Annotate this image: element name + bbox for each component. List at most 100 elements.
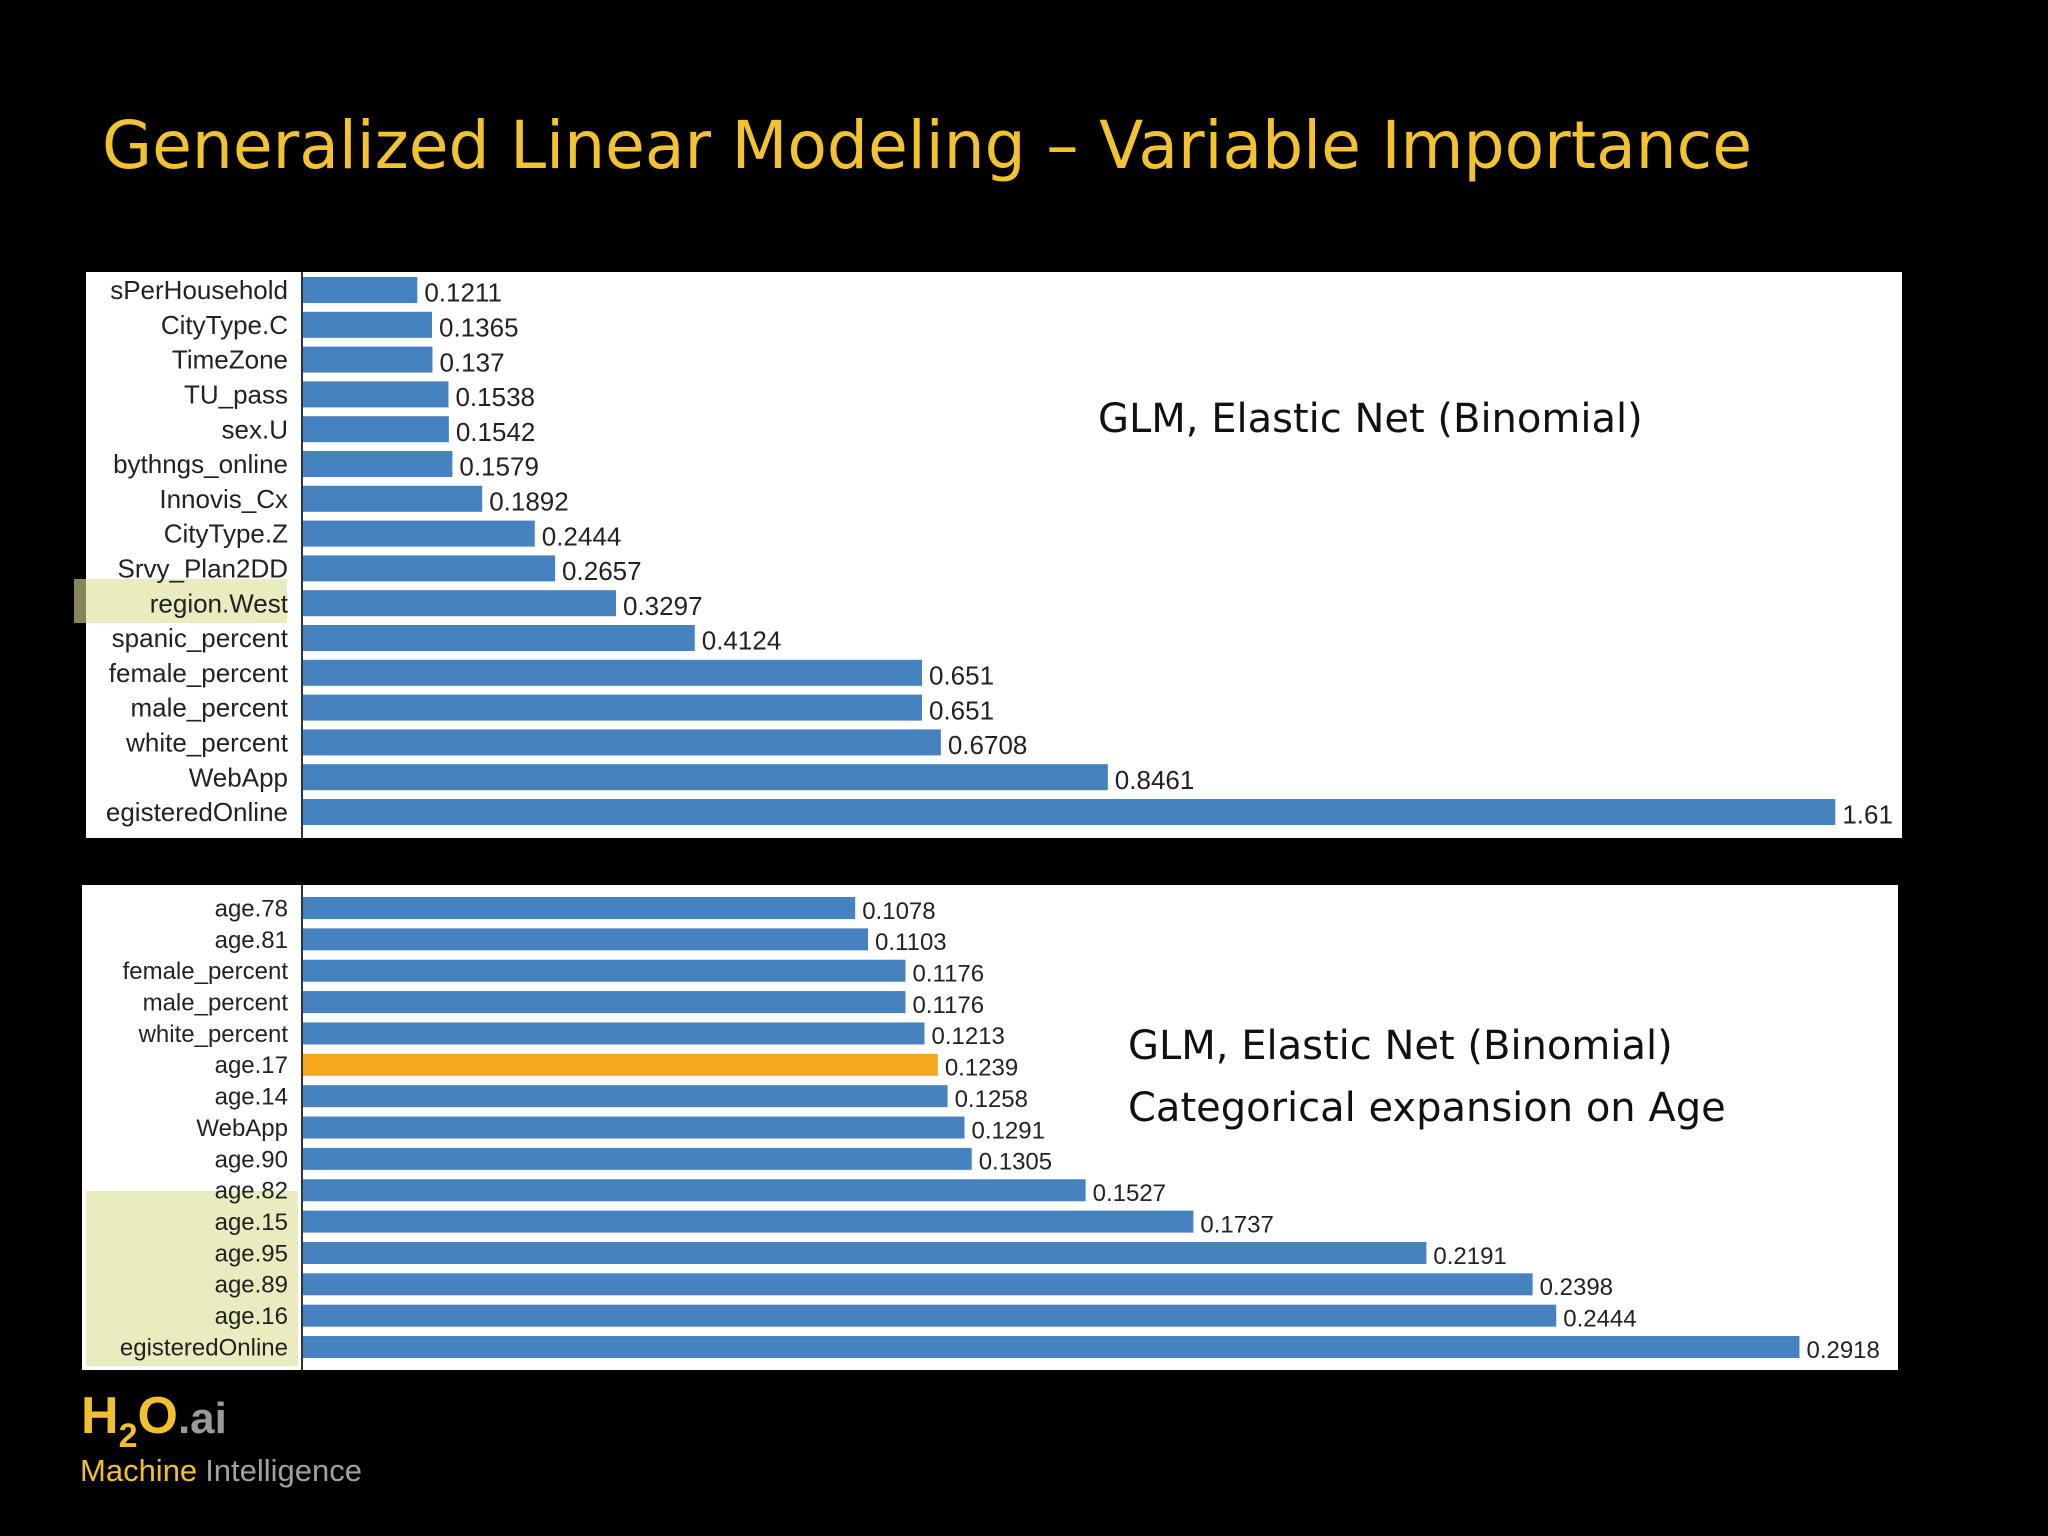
- value-label: 0.2444: [542, 521, 622, 551]
- chart: sPerHousehold 0.1211 CityType.C 0.1365 TimeZ…: [106, 272, 1893, 838]
- category-label: female_percent: [123, 958, 289, 985]
- logo-ai: .ai: [178, 1394, 227, 1443]
- value-label: 0.651: [929, 661, 994, 691]
- value-label: 0.1892: [489, 487, 569, 517]
- category-label: age.82: [215, 1178, 288, 1205]
- logo-h: H: [81, 1387, 119, 1445]
- bar: [302, 1210, 1194, 1233]
- bar: [302, 897, 856, 919]
- logo: H2O.ai: [81, 1387, 227, 1455]
- category-label: white_percent: [125, 728, 289, 758]
- category-label: age.78: [215, 895, 288, 922]
- value-label: 0.1211: [424, 278, 502, 308]
- category-label: sPerHousehold: [110, 275, 288, 305]
- category-label: egisteredOnline: [120, 1334, 288, 1361]
- value-label: 0.1538: [455, 382, 535, 412]
- bar: [302, 1085, 948, 1108]
- category-label: white_percent: [138, 1021, 289, 1048]
- category-label: Srvy_Plan2DD: [117, 554, 288, 584]
- category-label: age.16: [215, 1303, 288, 1330]
- value-label: 0.2444: [1563, 1305, 1636, 1332]
- value-label: 0.1737: [1200, 1211, 1273, 1238]
- value-label: 0.1176: [913, 992, 985, 1019]
- category-label: age.95: [215, 1240, 288, 1267]
- bar: [302, 555, 556, 582]
- bar: [302, 729, 941, 756]
- bar: [302, 694, 922, 721]
- value-label: 0.137: [439, 347, 504, 377]
- value-label: 0.6708: [948, 730, 1028, 760]
- category-label: age.17: [215, 1052, 288, 1079]
- category-label: age.81: [215, 927, 288, 954]
- tagline-1: Machine: [80, 1453, 197, 1488]
- chart: age.78 0.1078 age.81 0.1103 female_percent 0.…: [120, 885, 1880, 1370]
- value-label: 0.1291: [972, 1117, 1045, 1144]
- bar: [302, 346, 433, 373]
- bar: [302, 311, 432, 338]
- bar: [302, 1116, 965, 1139]
- bar: [302, 1147, 972, 1170]
- highlight: [74, 579, 287, 623]
- value-label: 0.2398: [1540, 1274, 1613, 1301]
- category-label: male_percent: [130, 693, 288, 723]
- bar: [302, 659, 922, 686]
- category-label: female_percent: [109, 658, 289, 688]
- value-label: 0.2918: [1806, 1337, 1879, 1364]
- category-label: WebApp: [196, 1115, 288, 1142]
- value-label: 0.1258: [955, 1086, 1028, 1113]
- category-label: region.West: [150, 588, 289, 618]
- category-label: age.90: [215, 1146, 288, 1173]
- category-label: egisteredOnline: [106, 797, 288, 827]
- bar: [302, 520, 535, 547]
- annotation: GLM, Elastic Net (Binomial): [1128, 1023, 1673, 1069]
- value-label: 0.3297: [623, 591, 703, 621]
- bar: [302, 1304, 1557, 1327]
- annotation: GLM, Elastic Net (Binomial): [1098, 396, 1643, 442]
- bar: [302, 381, 449, 408]
- category-label: CityType.Z: [164, 519, 288, 549]
- value-label: 0.1365: [439, 313, 519, 343]
- value-label: 0.8461: [1115, 765, 1195, 795]
- value-label: 0.1103: [875, 929, 947, 956]
- bar: [302, 451, 453, 477]
- bar: [302, 416, 449, 443]
- bar: [302, 1022, 925, 1045]
- highlight: [86, 1191, 298, 1366]
- bar: [302, 485, 483, 512]
- bar: [302, 1179, 1086, 1202]
- tagline-2: Intelligence: [205, 1453, 362, 1488]
- category-label: age.14: [215, 1084, 288, 1111]
- value-label: 0.2191: [1433, 1243, 1506, 1270]
- category-label: TimeZone: [172, 345, 288, 375]
- bar: [302, 991, 906, 1014]
- value-label: 0.1579: [459, 452, 539, 482]
- bar: [302, 959, 906, 982]
- value-label: 0.1527: [1093, 1180, 1166, 1207]
- bar: [302, 277, 418, 303]
- bar: [302, 928, 869, 951]
- category-label: TU_pass: [184, 380, 288, 410]
- bar: [302, 1053, 938, 1076]
- category-label: Innovis_Cx: [159, 484, 288, 514]
- bar: [302, 1241, 1427, 1264]
- slide-title: Generalized Linear Modeling – Variable I…: [102, 107, 1752, 184]
- value-label: 0.2657: [562, 556, 642, 586]
- bar: [302, 1273, 1533, 1296]
- value-label: 0.1176: [913, 961, 985, 988]
- bar: [302, 799, 1836, 825]
- category-label: CityType.C: [161, 310, 288, 340]
- bar: [302, 1336, 1800, 1359]
- bar: [302, 590, 616, 617]
- category-label: spanic_percent: [112, 623, 289, 653]
- value-label: 0.651: [929, 695, 994, 725]
- category-label: bythngs_online: [113, 449, 288, 479]
- value-label: 0.1213: [931, 1023, 1004, 1050]
- logo-tagline: Machine Intelligence: [80, 1453, 362, 1488]
- value-label: 0.1305: [979, 1149, 1052, 1176]
- value-label: 0.4124: [702, 626, 782, 656]
- category-label: age.15: [215, 1209, 288, 1236]
- category-label: age.89: [215, 1272, 288, 1299]
- bar: [302, 764, 1108, 791]
